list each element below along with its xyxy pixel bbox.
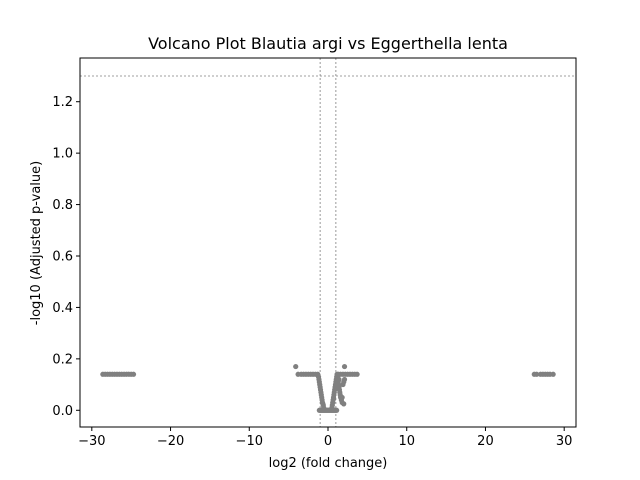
data-point <box>130 371 137 377</box>
x-tick-label: 30 <box>556 434 573 449</box>
data-point <box>336 376 342 383</box>
y-tick-label: 0.4 <box>52 301 73 316</box>
data-point <box>334 407 340 413</box>
data-point <box>534 371 540 377</box>
threshold-lines <box>80 58 576 427</box>
data-points <box>100 363 556 413</box>
x-axis-ticks: −30 −20 −10 0 10 20 30 <box>78 427 572 449</box>
y-tick-label: 0.2 <box>52 352 73 367</box>
x-tick-label: 0 <box>324 434 332 449</box>
data-point <box>339 394 345 401</box>
data-point <box>293 363 299 370</box>
y-tick-label: 1.2 <box>52 95 73 110</box>
data-point <box>550 371 556 377</box>
data-point <box>341 401 347 407</box>
x-axis-label: log2 (fold change) <box>269 456 388 471</box>
x-tick-label: −30 <box>78 434 105 449</box>
y-axis-label: -log10 (Adjusted p-value) <box>29 161 44 325</box>
y-tick-label: 0.6 <box>52 250 73 265</box>
plot-area <box>80 58 576 427</box>
y-tick-label: 0.8 <box>52 198 73 213</box>
x-tick-label: 10 <box>398 434 415 449</box>
data-point <box>354 371 360 377</box>
data-point <box>341 363 348 370</box>
chart-title: Volcano Plot Blautia argi vs Eggerthella… <box>148 34 508 53</box>
y-tick-label: 0.0 <box>52 404 73 419</box>
x-tick-label: −10 <box>236 434 263 449</box>
y-axis-ticks: 0.0 0.2 0.4 0.6 0.8 1.0 1.2 <box>52 95 80 419</box>
x-tick-label: 20 <box>477 434 494 449</box>
data-point <box>341 376 348 383</box>
x-tick-label: −20 <box>157 434 184 449</box>
y-tick-label: 1.0 <box>52 147 73 162</box>
